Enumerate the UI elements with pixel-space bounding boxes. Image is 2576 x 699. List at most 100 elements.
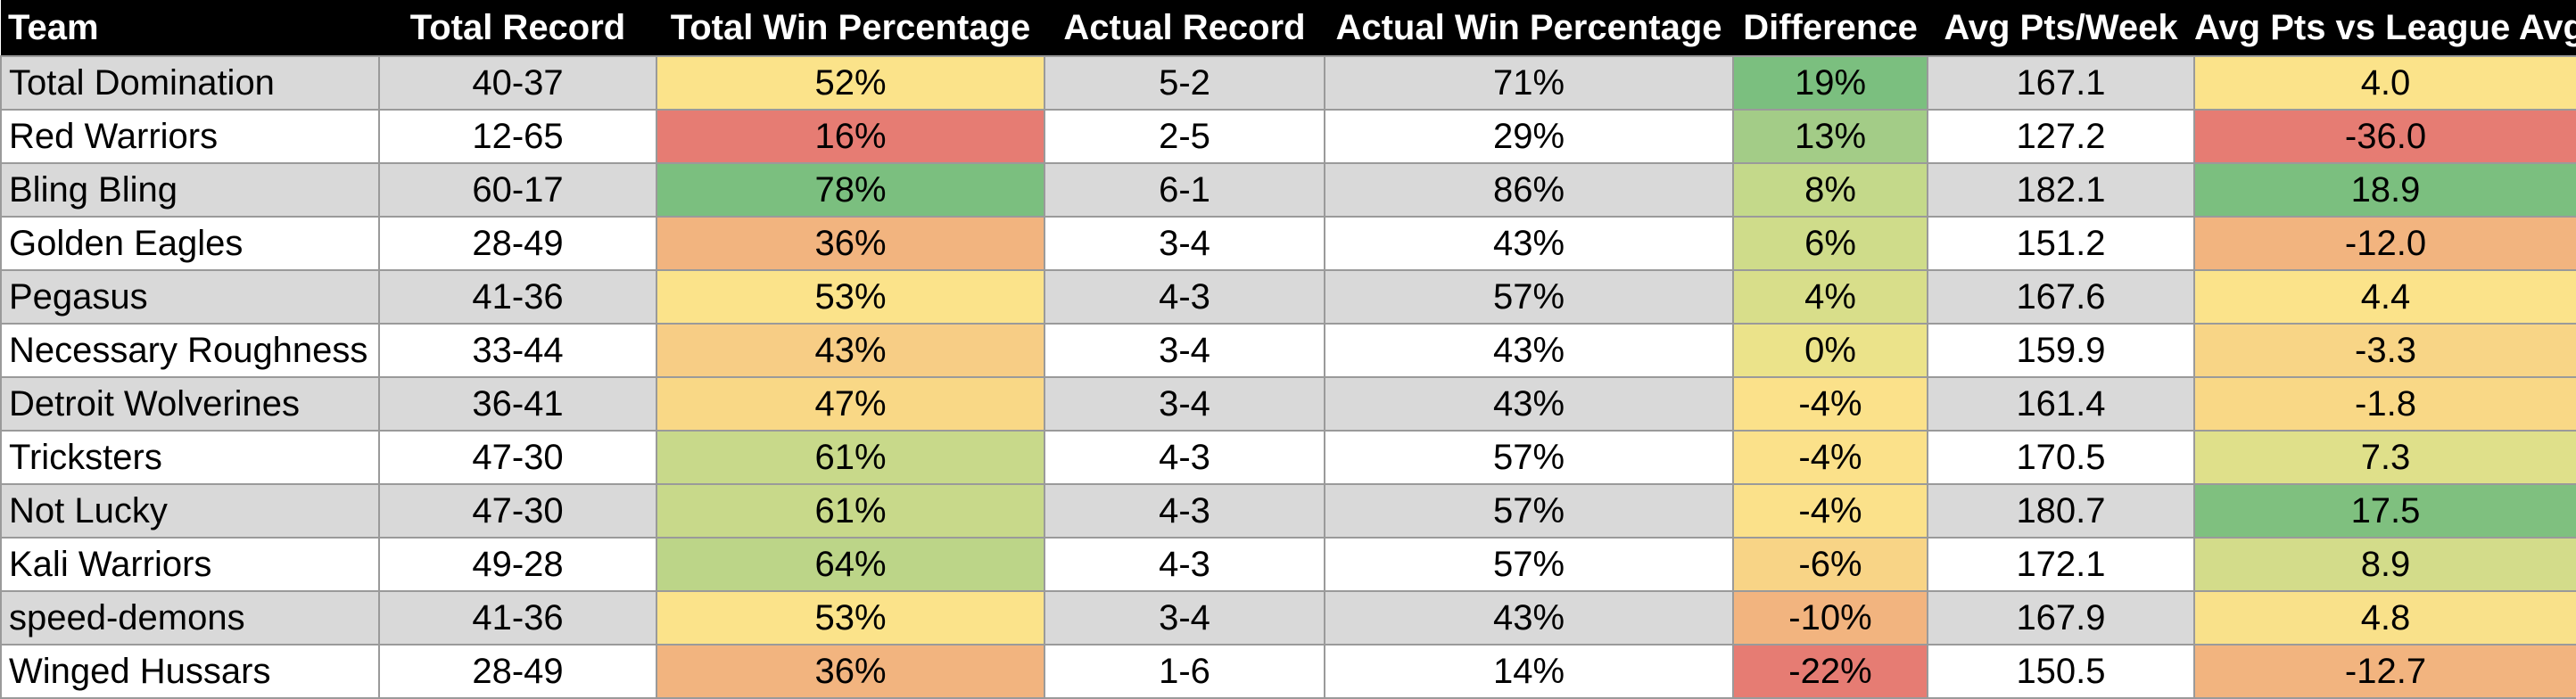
actual-record-cell: 3-4: [1044, 376, 1325, 432]
actual-win-pct-cell: 71%: [1324, 55, 1734, 111]
vs-avg-cell: 4.4: [2193, 269, 2576, 325]
table-row: Total Domination 40-37 52% 5-2 71% 19% 1…: [0, 55, 2576, 111]
actual-win-pct-cell: 43%: [1324, 323, 1734, 378]
difference-cell: -4%: [1732, 430, 1928, 485]
actual-record-cell: 3-4: [1044, 216, 1325, 271]
avg-pts-cell: 170.5: [1927, 430, 2195, 485]
total-win-pct-cell: 36%: [656, 216, 1045, 271]
actual-win-pct-cell: 43%: [1324, 590, 1734, 646]
actual-win-pct-cell: 86%: [1324, 162, 1734, 218]
actual-record-cell: 5-2: [1044, 55, 1325, 111]
difference-cell: 8%: [1732, 162, 1928, 218]
table-row: Tricksters 47-30 61% 4-3 57% -4% 170.5 7…: [0, 430, 2576, 485]
actual-record-cell: 6-1: [1044, 162, 1325, 218]
avg-pts-cell: 180.7: [1927, 483, 2195, 539]
team-cell: Golden Eagles: [0, 216, 380, 271]
total-win-pct-cell: 53%: [656, 269, 1045, 325]
team-cell: Not Lucky: [0, 483, 380, 539]
actual-win-pct-cell: 43%: [1324, 376, 1734, 432]
header-row: Team Total Record Total Win Percentage A…: [1, 0, 2576, 56]
vs-avg-cell: -3.3: [2193, 323, 2576, 378]
team-cell: Pegasus: [0, 269, 380, 325]
difference-cell: -6%: [1732, 537, 1928, 592]
difference-cell: -22%: [1732, 644, 1928, 699]
total-record-cell: 40-37: [378, 55, 657, 111]
vs-avg-cell: -12.0: [2193, 216, 2576, 271]
team-cell: Bling Bling: [0, 162, 380, 218]
total-record-cell: 33-44: [378, 323, 657, 378]
actual-record-cell: 1-6: [1044, 644, 1325, 699]
header-total-record: Total Record: [379, 0, 656, 56]
team-cell: Total Domination: [0, 55, 380, 111]
avg-pts-cell: 167.1: [1927, 55, 2195, 111]
table-row: Necessary Roughness 33-44 43% 3-4 43% 0%…: [0, 323, 2576, 378]
table-body: Total Domination 40-37 52% 5-2 71% 19% 1…: [0, 55, 2576, 699]
team-cell: Tricksters: [0, 430, 380, 485]
avg-pts-cell: 150.5: [1927, 644, 2195, 699]
header-actual-record: Actual Record: [1044, 0, 1325, 56]
difference-cell: 0%: [1732, 323, 1928, 378]
avg-pts-cell: 182.1: [1927, 162, 2195, 218]
avg-pts-cell: 167.6: [1927, 269, 2195, 325]
team-cell: Kali Warriors: [0, 537, 380, 592]
avg-pts-cell: 151.2: [1927, 216, 2195, 271]
total-win-pct-cell: 16%: [656, 109, 1045, 164]
vs-avg-cell: 4.0: [2193, 55, 2576, 111]
actual-win-pct-cell: 57%: [1324, 269, 1734, 325]
vs-avg-cell: 7.3: [2193, 430, 2576, 485]
team-cell: Winged Hussars: [0, 644, 380, 699]
actual-record-cell: 2-5: [1044, 109, 1325, 164]
table-row: speed-demons 41-36 53% 3-4 43% -10% 167.…: [0, 590, 2576, 646]
total-record-cell: 36-41: [378, 376, 657, 432]
difference-cell: 13%: [1732, 109, 1928, 164]
table-row: Kali Warriors 49-28 64% 4-3 57% -6% 172.…: [0, 537, 2576, 592]
difference-cell: -4%: [1732, 376, 1928, 432]
avg-pts-cell: 127.2: [1927, 109, 2195, 164]
vs-avg-cell: -36.0: [2193, 109, 2576, 164]
header-actual-win-percentage: Actual Win Percentage: [1325, 0, 1733, 56]
table-row: Not Lucky 47-30 61% 4-3 57% -4% 180.7 17…: [0, 483, 2576, 539]
difference-cell: 6%: [1732, 216, 1928, 271]
team-cell: Necessary Roughness: [0, 323, 380, 378]
difference-cell: -10%: [1732, 590, 1928, 646]
table-row: Pegasus 41-36 53% 4-3 57% 4% 167.6 4.4: [0, 269, 2576, 325]
total-win-pct-cell: 61%: [656, 483, 1045, 539]
avg-pts-cell: 167.9: [1927, 590, 2195, 646]
vs-avg-cell: -1.8: [2193, 376, 2576, 432]
actual-win-pct-cell: 43%: [1324, 216, 1734, 271]
total-win-pct-cell: 43%: [656, 323, 1045, 378]
actual-win-pct-cell: 14%: [1324, 644, 1734, 699]
total-win-pct-cell: 64%: [656, 537, 1045, 592]
actual-record-cell: 3-4: [1044, 323, 1325, 378]
actual-record-cell: 4-3: [1044, 483, 1325, 539]
actual-win-pct-cell: 57%: [1324, 537, 1734, 592]
difference-cell: 4%: [1732, 269, 1928, 325]
total-record-cell: 28-49: [378, 644, 657, 699]
total-win-pct-cell: 53%: [656, 590, 1045, 646]
avg-pts-cell: 161.4: [1927, 376, 2195, 432]
difference-cell: 19%: [1732, 55, 1928, 111]
total-win-pct-cell: 78%: [656, 162, 1045, 218]
total-win-pct-cell: 36%: [656, 644, 1045, 699]
header-total-win-percentage: Total Win Percentage: [656, 0, 1044, 56]
total-record-cell: 28-49: [378, 216, 657, 271]
table-row: Winged Hussars 28-49 36% 1-6 14% -22% 15…: [0, 644, 2576, 699]
vs-avg-cell: 17.5: [2193, 483, 2576, 539]
team-cell: speed-demons: [0, 590, 380, 646]
team-cell: Detroit Wolverines: [0, 376, 380, 432]
actual-win-pct-cell: 57%: [1324, 430, 1734, 485]
table-row: Golden Eagles 28-49 36% 3-4 43% 6% 151.2…: [0, 216, 2576, 271]
actual-record-cell: 4-3: [1044, 537, 1325, 592]
avg-pts-cell: 159.9: [1927, 323, 2195, 378]
actual-win-pct-cell: 29%: [1324, 109, 1734, 164]
total-record-cell: 47-30: [378, 430, 657, 485]
team-cell: Red Warriors: [0, 109, 380, 164]
actual-record-cell: 4-3: [1044, 269, 1325, 325]
header-avg-pts-week: Avg Pts/Week: [1928, 0, 2194, 56]
table-row: Red Warriors 12-65 16% 2-5 29% 13% 127.2…: [0, 109, 2576, 164]
table-row: Detroit Wolverines 36-41 47% 3-4 43% -4%…: [0, 376, 2576, 432]
actual-win-pct-cell: 57%: [1324, 483, 1734, 539]
total-record-cell: 12-65: [378, 109, 657, 164]
total-record-cell: 41-36: [378, 590, 657, 646]
